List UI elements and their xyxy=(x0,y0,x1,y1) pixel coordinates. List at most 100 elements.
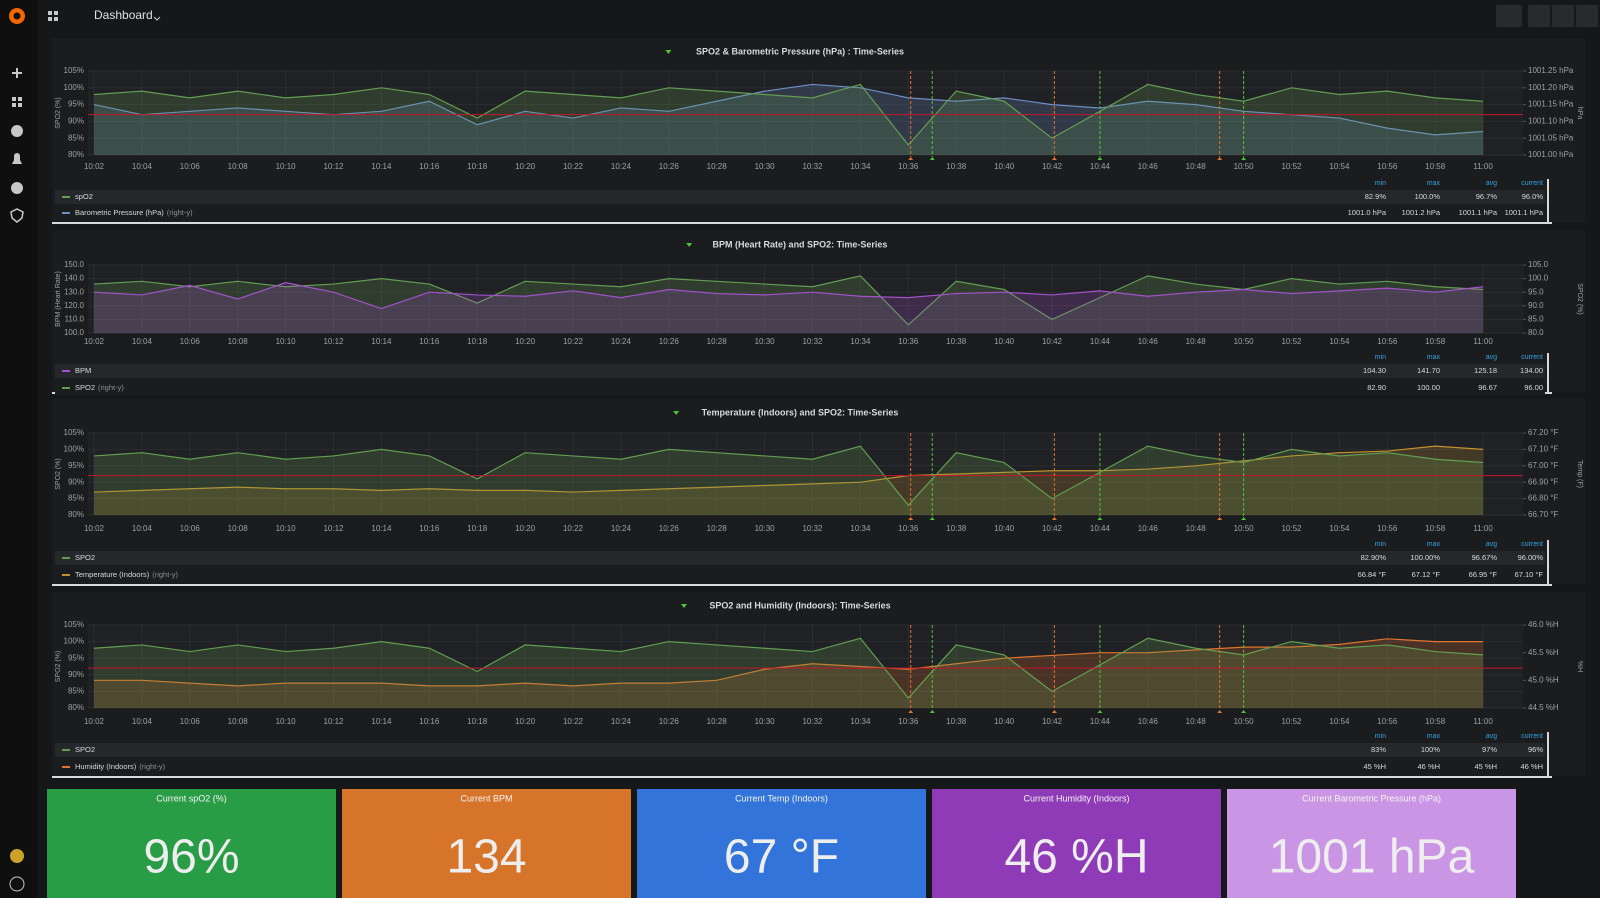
stat-value: 1001 hPa xyxy=(1269,831,1475,884)
legend-stat: 96.00 xyxy=(1524,383,1543,392)
icon-shield[interactable] xyxy=(10,208,24,223)
legend-stat: 66.84 °F xyxy=(1358,570,1387,579)
sidebar-icons xyxy=(9,68,25,892)
icon-help[interactable] xyxy=(9,876,25,892)
x-tick-label: 10:14 xyxy=(371,717,392,726)
legend-stat: 96.67 xyxy=(1478,383,1497,392)
x-tick-label: 10:06 xyxy=(180,337,201,346)
y2-tick-label: 67.00 °F xyxy=(1528,461,1558,470)
line xyxy=(93,445,1484,507)
legend-stat: 82.90 xyxy=(1367,383,1386,392)
x-tick-label: 10:44 xyxy=(1090,337,1111,346)
x-tick-label: 10:10 xyxy=(276,524,297,533)
stat-title: Current Humidity (Indoors) xyxy=(1023,793,1129,803)
panel-title: Temperature (Indoors) and SPO2: Time-Ser… xyxy=(702,407,899,417)
y2-tick-label: 1001.15 hPa xyxy=(1528,100,1574,109)
legend-header: max xyxy=(1427,180,1441,187)
title-heart xyxy=(665,50,672,54)
avatar[interactable] xyxy=(10,849,24,863)
y-tick-label: 110.0 xyxy=(65,315,85,324)
x-tick-label: 10:06 xyxy=(180,717,201,726)
legend-stat: 97% xyxy=(1482,745,1497,754)
annotation-marker xyxy=(1051,710,1057,713)
x-tick-label: 10:36 xyxy=(898,717,919,726)
x-tick-label: 10:20 xyxy=(515,524,536,533)
y-tick-label: 90% xyxy=(68,477,84,486)
btn-star[interactable] xyxy=(1528,5,1550,27)
x-tick-label: 10:18 xyxy=(467,717,488,726)
icon-config[interactable] xyxy=(11,182,23,194)
x-tick-label: 10:40 xyxy=(994,337,1015,346)
x-tick-label: 10:46 xyxy=(1138,717,1159,726)
legend-name: Barometric Pressure (hPa) xyxy=(75,208,164,217)
x-tick-label: 10:36 xyxy=(898,524,919,533)
legend-header: min xyxy=(1375,541,1386,548)
x-tick-label: 10:32 xyxy=(802,524,823,533)
annotation-marker xyxy=(929,517,935,520)
area xyxy=(94,84,1484,155)
plot-area xyxy=(88,625,1523,708)
btn-share[interactable] xyxy=(1552,5,1574,27)
line xyxy=(93,275,1484,326)
a3 xyxy=(48,17,52,21)
x-tick-label: 10:32 xyxy=(802,717,823,726)
x-tick-label: 10:04 xyxy=(132,524,153,533)
a1 xyxy=(48,11,52,15)
panel-title: SPO2 and Humidity (Indoors): Time-Series xyxy=(709,600,890,610)
y2-tick-label: 95.0 xyxy=(1528,287,1544,296)
icon-dash[interactable] xyxy=(12,97,16,101)
logo-inner xyxy=(13,12,21,20)
x-tick-label: 10:48 xyxy=(1186,717,1207,726)
x-tick-label: 10:16 xyxy=(419,337,440,346)
legend-note: (right-y) xyxy=(152,570,178,579)
legend-stat: 96.67% xyxy=(1472,553,1498,562)
legend-header: avg xyxy=(1486,354,1497,361)
y2-tick-label: 90.0 xyxy=(1528,301,1544,310)
x-tick-label: 10:24 xyxy=(611,162,632,171)
x-tick-label: 10:14 xyxy=(371,162,392,171)
legend-stat: 1001.1 hPa xyxy=(1505,208,1544,217)
legend-name: Temperature (Indoors) xyxy=(75,570,150,579)
y-tick-label: 95% xyxy=(68,100,84,109)
dashboard-title[interactable]: Dashboard xyxy=(94,8,153,22)
x-tick-label: 10:38 xyxy=(946,162,967,171)
legend-note: (right-y) xyxy=(139,762,165,771)
btn-save[interactable] xyxy=(1576,5,1598,27)
y-tick-label: 100% xyxy=(64,637,84,646)
x-tick-label: 10:36 xyxy=(898,337,919,346)
x-tick-label: 10:40 xyxy=(994,717,1015,726)
legend-stat: 125.18 xyxy=(1474,366,1497,375)
btn-add-panel[interactable] xyxy=(1496,5,1522,27)
y-tick-label: 95% xyxy=(68,461,84,470)
annotation-marker xyxy=(1051,517,1057,520)
x-tick-label: 10:40 xyxy=(994,162,1015,171)
apps-icon[interactable] xyxy=(48,11,58,21)
legend-stat: 1001.0 hPa xyxy=(1348,208,1387,217)
stat-value: 96% xyxy=(143,831,239,884)
x-tick-label: 10:56 xyxy=(1377,162,1398,171)
x-tick-label: 11:00 xyxy=(1473,162,1493,171)
y-tick-label: 85% xyxy=(68,687,84,696)
icon-alert[interactable] xyxy=(12,153,22,164)
y2-tick-label: 66.70 °F xyxy=(1528,510,1558,519)
y2-tick-label: 44.5 %H xyxy=(1528,703,1559,712)
legend-name: SPO2 xyxy=(75,553,95,562)
legend-header: current xyxy=(1521,541,1543,548)
y2-tick-label: 46.0 %H xyxy=(1528,620,1559,629)
legend-header: max xyxy=(1427,733,1441,740)
annotation-marker xyxy=(908,710,914,713)
legend-stat: 46 %H xyxy=(1520,762,1543,771)
legend-stat: 134.00 xyxy=(1520,366,1543,375)
line xyxy=(93,282,1484,310)
y-tick-label: 105% xyxy=(64,428,84,437)
area xyxy=(94,275,1484,333)
x-tick-label: 10:40 xyxy=(994,524,1015,533)
line xyxy=(93,83,1484,136)
legend-stat: 96.00% xyxy=(1518,553,1544,562)
legend-stat: 83% xyxy=(1371,745,1386,754)
x-tick-label: 10:58 xyxy=(1425,524,1446,533)
x-tick-label: 10:48 xyxy=(1186,337,1207,346)
stat-title: Current Temp (Indoors) xyxy=(735,793,828,803)
y2-tick-label: 1001.05 hPa xyxy=(1528,133,1574,142)
icon-explore[interactable] xyxy=(11,125,23,137)
